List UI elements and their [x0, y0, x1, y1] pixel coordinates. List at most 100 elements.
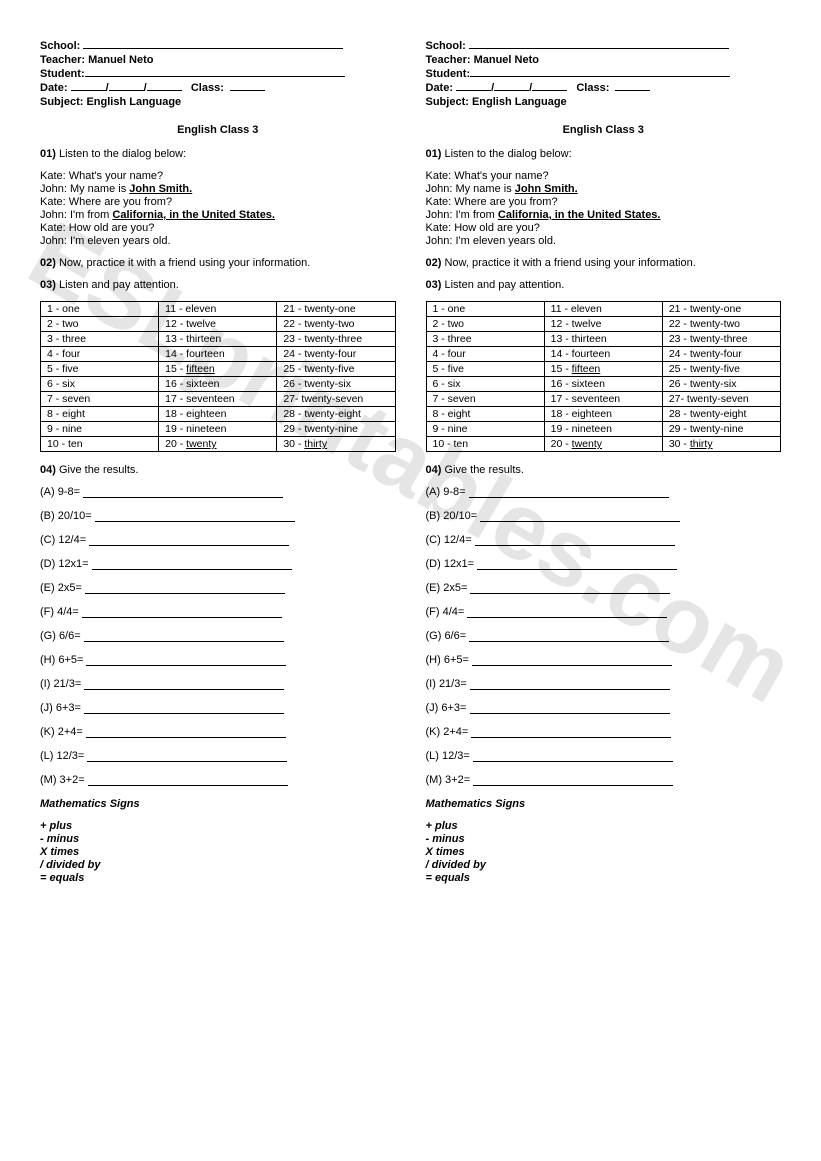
- worksheet-title: English Class 3: [40, 124, 396, 136]
- dialog-line: John: I'm eleven years old.: [40, 235, 396, 247]
- table-cell: 6 - six: [41, 377, 159, 392]
- math-sign: X times: [40, 846, 396, 858]
- table-cell: 9 - nine: [426, 422, 544, 437]
- question-03: 03) Listen and pay attention.: [426, 279, 782, 291]
- table-cell: 24 - twenty-four: [277, 347, 395, 362]
- answer-blank[interactable]: [89, 545, 289, 546]
- result-line: (H) 6+5=: [426, 654, 782, 666]
- math-signs-title: Mathematics Signs: [40, 798, 396, 810]
- column-left: School: Teacher: Manuel NetoStudent:Date…: [40, 40, 396, 885]
- answer-blank[interactable]: [480, 521, 680, 522]
- subject-line: Subject: English Language: [426, 96, 782, 108]
- answer-blank[interactable]: [84, 689, 284, 690]
- table-cell: 26 - twenty-six: [277, 377, 395, 392]
- answer-blank[interactable]: [86, 665, 286, 666]
- answer-blank[interactable]: [470, 713, 670, 714]
- table-cell: 23 - twenty-three: [277, 332, 395, 347]
- result-line: (K) 2+4=: [426, 726, 782, 738]
- table-cell: 7 - seven: [426, 392, 544, 407]
- school-line: School:: [40, 40, 396, 52]
- dialog-line: John: I'm eleven years old.: [426, 235, 782, 247]
- question-04: 04) Give the results.: [426, 464, 782, 476]
- answer-blank[interactable]: [467, 617, 667, 618]
- table-cell: 13 - thirteen: [159, 332, 277, 347]
- dialog-line: Kate: Where are you from?: [426, 196, 782, 208]
- table-cell: 1 - one: [426, 302, 544, 317]
- question-04: 04) Give the results.: [40, 464, 396, 476]
- table-cell: 14 - fourteen: [544, 347, 662, 362]
- table-cell: 15 - fifteen: [159, 362, 277, 377]
- answer-blank[interactable]: [471, 737, 671, 738]
- table-cell: 16 - sixteen: [159, 377, 277, 392]
- result-line: (M) 3+2=: [426, 774, 782, 786]
- dialog-line: John: My name is John Smith.: [426, 183, 782, 195]
- table-cell: 10 - ten: [41, 437, 159, 452]
- answer-blank[interactable]: [469, 641, 669, 642]
- table-cell: 17 - seventeen: [159, 392, 277, 407]
- table-cell: 12 - twelve: [544, 317, 662, 332]
- math-sign: = equals: [40, 872, 396, 884]
- table-cell: 15 - fifteen: [544, 362, 662, 377]
- dialog-line: John: My name is John Smith.: [40, 183, 396, 195]
- table-cell: 12 - twelve: [159, 317, 277, 332]
- answer-blank[interactable]: [472, 665, 672, 666]
- result-line: (F) 4/4=: [426, 606, 782, 618]
- dialog-block: Kate: What's your name?John: My name is …: [40, 170, 396, 247]
- table-cell: 1 - one: [41, 302, 159, 317]
- result-line: (J) 6+3=: [426, 702, 782, 714]
- answer-blank[interactable]: [95, 521, 295, 522]
- answer-blank[interactable]: [88, 785, 288, 786]
- table-cell: 18 - eighteen: [544, 407, 662, 422]
- answer-blank[interactable]: [92, 569, 292, 570]
- date-line: Date: // Class:: [40, 82, 396, 94]
- result-line: (H) 6+5=: [40, 654, 396, 666]
- answer-blank[interactable]: [87, 761, 287, 762]
- answer-blank[interactable]: [477, 569, 677, 570]
- numbers-table: 1 - one11 - eleven21 - twenty-one2 - two…: [40, 301, 396, 452]
- table-cell: 29 - twenty-nine: [277, 422, 395, 437]
- table-cell: 17 - seventeen: [544, 392, 662, 407]
- table-cell: 4 - four: [426, 347, 544, 362]
- table-cell: 14 - fourteen: [159, 347, 277, 362]
- math-sign: + plus: [40, 820, 396, 832]
- table-cell: 28 - twenty-eight: [662, 407, 780, 422]
- student-line: Student:: [426, 68, 782, 80]
- answer-blank[interactable]: [473, 785, 673, 786]
- answer-blank[interactable]: [470, 593, 670, 594]
- answer-blank[interactable]: [469, 497, 669, 498]
- answer-blank[interactable]: [84, 713, 284, 714]
- answer-blank[interactable]: [85, 593, 285, 594]
- table-cell: 2 - two: [41, 317, 159, 332]
- dialog-block: Kate: What's your name?John: My name is …: [426, 170, 782, 247]
- result-line: (K) 2+4=: [40, 726, 396, 738]
- table-cell: 2 - two: [426, 317, 544, 332]
- answer-blank[interactable]: [84, 641, 284, 642]
- result-line: (G) 6/6=: [40, 630, 396, 642]
- answer-blank[interactable]: [473, 761, 673, 762]
- answer-blank[interactable]: [475, 545, 675, 546]
- numbers-table: 1 - one11 - eleven21 - twenty-one2 - two…: [426, 301, 782, 452]
- math-signs-title: Mathematics Signs: [426, 798, 782, 810]
- math-sign: / divided by: [40, 859, 396, 871]
- result-line: (D) 12x1=: [40, 558, 396, 570]
- result-line: (A) 9-8=: [40, 486, 396, 498]
- table-cell: 5 - five: [426, 362, 544, 377]
- result-line: (I) 21/3=: [426, 678, 782, 690]
- math-sign: + plus: [426, 820, 782, 832]
- dialog-line: John: I'm from California, in the United…: [426, 209, 782, 221]
- math-sign: = equals: [426, 872, 782, 884]
- teacher-line: Teacher: Manuel Neto: [40, 54, 396, 66]
- answer-blank[interactable]: [470, 689, 670, 690]
- table-cell: 13 - thirteen: [544, 332, 662, 347]
- result-line: (I) 21/3=: [40, 678, 396, 690]
- dialog-line: John: I'm from California, in the United…: [40, 209, 396, 221]
- table-cell: 18 - eighteen: [159, 407, 277, 422]
- answer-blank[interactable]: [83, 497, 283, 498]
- result-line: (L) 12/3=: [40, 750, 396, 762]
- answer-blank[interactable]: [82, 617, 282, 618]
- table-cell: 8 - eight: [41, 407, 159, 422]
- question-01: 01) Listen to the dialog below:: [40, 148, 396, 160]
- answer-blank[interactable]: [86, 737, 286, 738]
- table-cell: 5 - five: [41, 362, 159, 377]
- page-container: School: Teacher: Manuel Neto Student: Date…: [40, 40, 781, 885]
